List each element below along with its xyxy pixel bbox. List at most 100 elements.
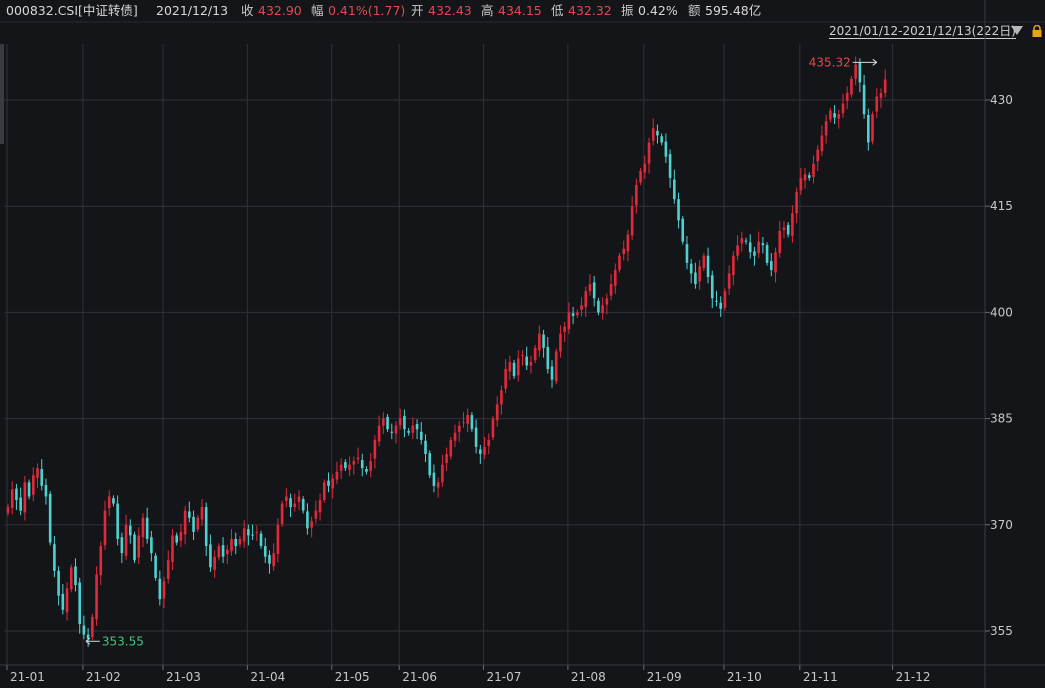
x-tick-label: 21-01 (10, 670, 45, 684)
candle-body (753, 251, 756, 256)
candle-body (799, 177, 803, 191)
candle-body (276, 524, 280, 554)
candle-body (53, 544, 56, 571)
candle-body (487, 439, 491, 447)
candle-body (158, 578, 162, 600)
candle-body (150, 537, 153, 554)
candle-body (466, 415, 469, 424)
lock-icon[interactable] (1031, 25, 1043, 37)
y-tick-label: 415 (990, 199, 1013, 213)
change-value: 0.41%(1.77) (328, 3, 406, 18)
candle-body (563, 326, 566, 332)
open-label: 开 (411, 3, 424, 18)
y-tick-label: 385 (990, 412, 1013, 426)
candle-body (512, 362, 516, 377)
candle-body (373, 439, 377, 459)
candle-body (449, 439, 453, 457)
candle-body (225, 549, 229, 555)
left-scrollbar[interactable] (0, 44, 4, 144)
candle-body (192, 516, 195, 532)
candle-body (613, 269, 617, 286)
x-tick-label: 21-05 (335, 670, 370, 684)
candle-body (356, 457, 360, 460)
candle-body (533, 347, 537, 361)
candle-body (242, 528, 246, 542)
date-range-selector[interactable]: 2021/01/12-2021/12/13(222日) (829, 22, 1016, 40)
candle-body (732, 255, 735, 276)
candle-body (495, 404, 499, 421)
candle-body (698, 266, 701, 282)
candle-body (221, 545, 225, 557)
candle-body (99, 546, 103, 576)
candle-body (441, 464, 444, 483)
candle-body (196, 517, 200, 530)
candle-body (23, 482, 27, 513)
candle-body (44, 485, 48, 497)
high-value: 434.15 (498, 3, 542, 18)
candle-body (833, 113, 836, 118)
max-arrow-head (872, 58, 878, 66)
date-range-text[interactable]: 2021/01/12-2021/12/13(222日) (829, 24, 1016, 39)
x-tick-label: 21-10 (727, 670, 762, 684)
candle-body (419, 431, 423, 440)
candle-body (689, 263, 693, 274)
candle-body (48, 493, 52, 543)
candle-body (651, 128, 655, 141)
candle-body (580, 305, 583, 310)
candle-body (820, 135, 824, 152)
candle-body (398, 418, 402, 425)
candle-body (327, 480, 330, 486)
candle-body (550, 366, 554, 380)
candle-body (592, 282, 596, 299)
candle-body (285, 496, 288, 502)
candle-body (297, 496, 301, 502)
candle-body (841, 103, 845, 114)
candle-body (268, 554, 271, 564)
candle-body (567, 312, 571, 330)
candle-body (871, 114, 874, 142)
candle-body (656, 130, 659, 136)
candle-body (428, 453, 432, 476)
candle-body (516, 358, 520, 376)
candle-body (390, 431, 394, 433)
candle-body (479, 449, 482, 454)
candle-body (352, 461, 356, 465)
candle-body (411, 425, 415, 433)
candle-body (74, 566, 77, 585)
low-value: 432.32 (568, 3, 612, 18)
candle-body (445, 454, 448, 463)
candle-body (112, 498, 115, 504)
max-price-label: 435.32 (809, 55, 851, 69)
candle-body (188, 511, 191, 518)
candle-body (546, 346, 550, 370)
candle-body (386, 416, 389, 430)
candle-body (660, 136, 663, 143)
candle-body (710, 275, 714, 299)
candle-body (293, 503, 297, 508)
candle-body (643, 163, 647, 173)
candle-body (238, 538, 242, 545)
dropdown-triangle-icon[interactable] (1011, 26, 1023, 35)
candle-body (757, 241, 760, 254)
candle-body (369, 461, 372, 471)
candle-body (457, 425, 461, 432)
candle-body (681, 218, 685, 242)
candle-body (175, 535, 178, 543)
candle-body (875, 96, 879, 112)
candle-body (31, 475, 35, 495)
close-label: 收 (241, 3, 254, 18)
candle-body (858, 62, 862, 83)
candle-body (786, 224, 790, 235)
candle-body (664, 141, 668, 157)
x-tick-label: 21-09 (647, 670, 682, 684)
candle-body (774, 252, 777, 273)
candle-body (609, 284, 613, 296)
candle-body (310, 521, 313, 528)
candle-body (529, 361, 533, 366)
min-price-label: 353.55 (102, 634, 144, 648)
candle-body (82, 625, 86, 635)
candle-body (571, 313, 575, 316)
candle-body (40, 469, 44, 486)
candle-body (128, 525, 132, 536)
